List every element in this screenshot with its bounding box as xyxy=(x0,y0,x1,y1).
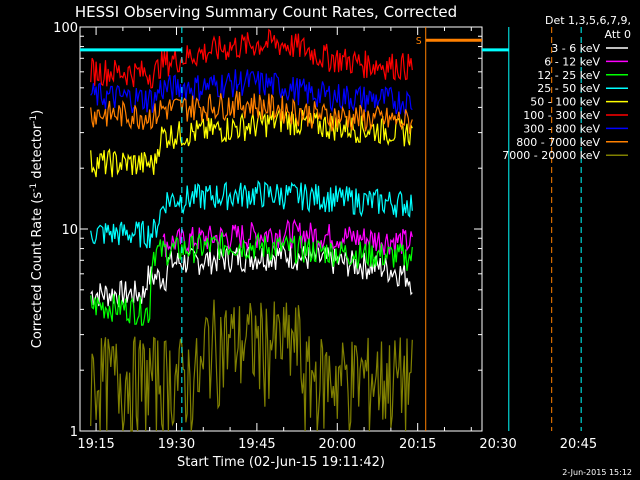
series-4 xyxy=(90,108,413,178)
legend-label: 12 - 25 keV xyxy=(537,69,600,82)
x-tick-label: 20:15 xyxy=(399,437,436,452)
series-3 xyxy=(90,180,413,249)
x-tick-label: 20:00 xyxy=(319,437,356,452)
plot-area: S xyxy=(79,26,582,432)
legend-label: 7000 - 20000 keV xyxy=(502,149,600,162)
series-layer xyxy=(90,28,413,432)
legend-label: 100 - 300 keV xyxy=(523,109,600,122)
series-8 xyxy=(90,299,413,432)
legend-label: 800 - 7000 keV xyxy=(516,136,600,149)
series-5 xyxy=(90,28,413,89)
x-tick-labels: 19:15 19:30 19:45 20:00 20:15 20:30 20:45 xyxy=(77,437,597,452)
x-tick-label: 19:15 xyxy=(77,437,114,452)
chart-title: HESSI Observing Summary Count Rates, Cor… xyxy=(75,3,457,21)
y-axis-label-sup1: -1 xyxy=(29,183,39,192)
y-axis-label: Corrected Count Rate (s-1 detector-1) xyxy=(29,110,45,348)
y-tick-labels: 100 10 1 xyxy=(53,21,78,440)
y-tick-label: 1 xyxy=(70,425,78,440)
x-axis-label: Start Time (02-Jun-15 19:11:42) xyxy=(177,455,385,470)
series-0 xyxy=(90,242,413,308)
legend-header-2: Att 0 xyxy=(605,28,631,41)
y-axis-label-end: ) xyxy=(30,110,45,115)
x-tick-label: 20:45 xyxy=(560,437,597,452)
y-tick-label: 100 xyxy=(53,21,78,36)
legend-label: 50 - 100 keV xyxy=(530,96,600,109)
y-axis-label-main: Corrected Count Rate (s xyxy=(30,192,45,349)
flag-label: S xyxy=(416,36,422,47)
x-tick-label: 19:30 xyxy=(158,437,195,452)
series-6 xyxy=(90,69,413,116)
y-axis-label-sup2: -1 xyxy=(29,115,39,124)
legend-label: 25 - 50 keV xyxy=(537,82,600,95)
legend-label: 3 - 6 keV xyxy=(551,42,600,55)
legend-label: 300 - 800 keV xyxy=(523,122,600,135)
y-tick-label: 10 xyxy=(61,223,78,238)
legend-label: 6 - 12 keV xyxy=(544,55,600,68)
series-7 xyxy=(90,90,413,134)
x-tick-label: 20:30 xyxy=(479,437,516,452)
y-axis-label-mid: detector xyxy=(30,123,45,183)
footer-date: 2-Jun-2015 15:12 xyxy=(562,468,632,477)
x-tick-label: 19:45 xyxy=(238,437,275,452)
legend-header-1: Det 1,3,5,6,7,9, xyxy=(545,14,631,27)
series-2 xyxy=(90,231,413,326)
